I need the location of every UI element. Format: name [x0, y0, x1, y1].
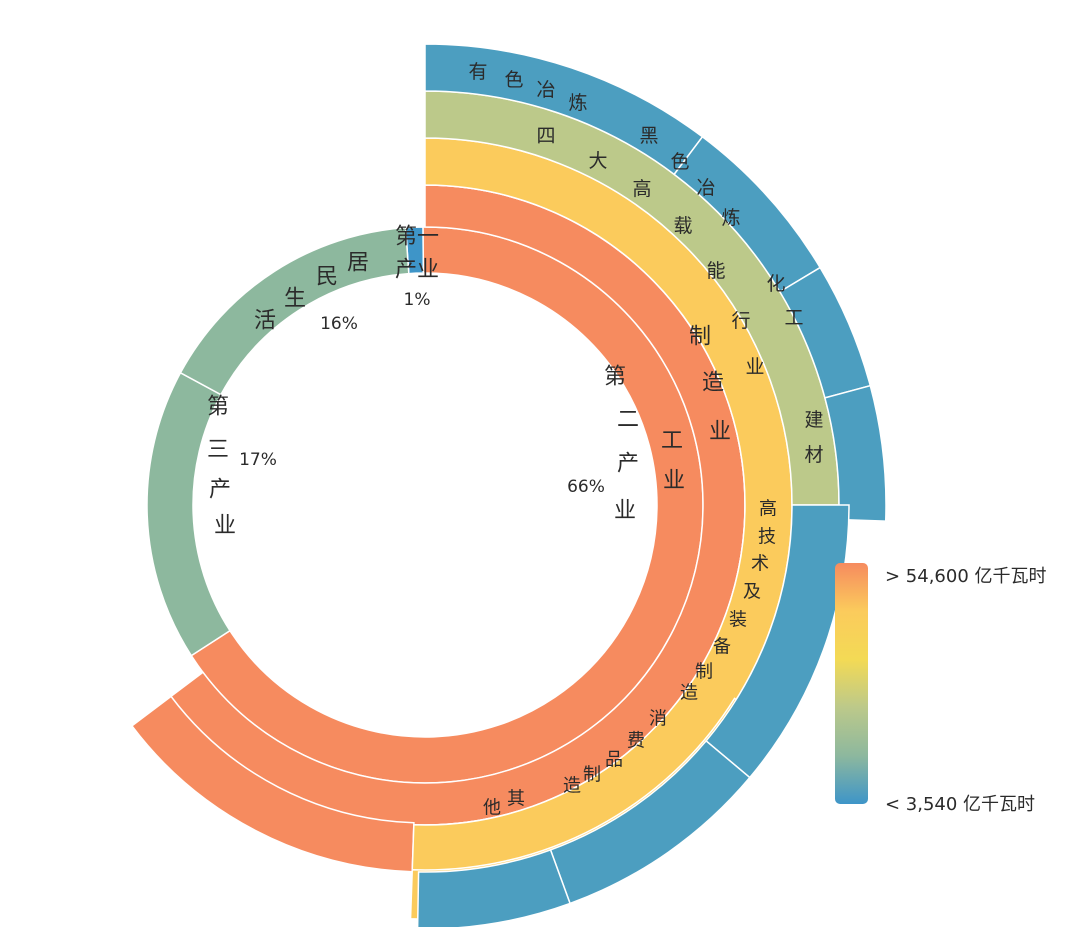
label-dier-char-2: 产 [617, 452, 639, 477]
label-huagong-char-0: 化 [766, 273, 785, 295]
label-gaojishu-char-7: 造 [680, 683, 698, 704]
pct-dier: 66% [567, 477, 605, 497]
label-sida-char-3: 载 [673, 215, 692, 237]
label-youse-char-1: 色 [504, 69, 523, 91]
label-jiancai-char-0: 建 [804, 409, 823, 431]
label-youse-char-0: 有 [468, 61, 487, 83]
label-heise-char-3: 炼 [721, 207, 740, 229]
label-gaojishu-char-5: 备 [713, 637, 731, 658]
label-sida-char-5: 行 [731, 310, 750, 332]
label-xiaofei-char-3: 制 [583, 765, 601, 786]
label-qita-char-1: 他 [483, 798, 501, 819]
label-heise-char-0: 黑 [639, 125, 658, 147]
label-heise-char-2: 冶 [696, 177, 715, 199]
label-xiaofei-char-1: 费 [627, 731, 645, 752]
label-youse-char-3: 炼 [568, 92, 587, 114]
label-dier-char-3: 业 [614, 499, 636, 524]
pct-diyi: 1% [404, 290, 431, 310]
label-zhizao-char-0: 制 [689, 325, 711, 350]
label-jumin-char-3: 活 [254, 309, 276, 334]
label-zhizao-char-2: 业 [709, 420, 731, 445]
label-sida-char-0: 四 [536, 125, 555, 147]
leaf-zhizao-3[interactable] [416, 848, 571, 927]
label-dier-char-0: 第 [604, 365, 626, 390]
pct-jumin: 16% [320, 314, 358, 334]
label-xiaofei-char-4: 造 [563, 776, 581, 797]
label-disan-char-1: 三 [207, 438, 229, 463]
label-xiaofei-char-0: 消 [649, 709, 667, 730]
label-huagong-char-1: 工 [784, 307, 803, 329]
label-sida-char-6: 业 [745, 356, 764, 378]
label-gongye-char-1: 业 [663, 469, 685, 494]
label-zhizao-char-1: 造 [702, 371, 724, 396]
label-jumin-char-1: 民 [316, 265, 338, 290]
label-disan-char-2: 产 [209, 478, 231, 503]
label-gaojishu-char-0: 高 [759, 499, 777, 520]
sunburst-rings [130, 43, 887, 927]
label-gaojishu-char-1: 技 [758, 527, 776, 548]
label-diyi-char-1: 产业 [395, 258, 439, 283]
label-youse-char-2: 冶 [536, 79, 555, 101]
pct-disan: 17% [239, 450, 277, 470]
inner-slice-3[interactable] [179, 226, 410, 396]
label-gaojishu-char-2: 术 [751, 554, 769, 575]
label-gaojishu-char-4: 装 [729, 610, 747, 631]
label-disan-char-0: 第 [207, 395, 229, 420]
label-gaojishu-char-6: 制 [695, 662, 713, 683]
legend-color-bar [835, 563, 868, 804]
color-scale-legend: > 54,600 亿千瓦时 < 3,540 亿千瓦时 [835, 563, 1047, 815]
label-qita-char-0: 其 [507, 789, 525, 810]
label-disan-char-3: 业 [214, 514, 236, 539]
label-sida-char-4: 能 [706, 260, 725, 282]
gongye-outer[interactable] [130, 695, 415, 873]
label-jumin-char-0: 居 [347, 251, 369, 276]
legend-max-label: > 54,600 亿千瓦时 [885, 566, 1047, 587]
label-dier-char-1: 二 [617, 408, 639, 433]
label-jiancai-char-1: 材 [804, 444, 823, 466]
label-diyi-char-0: 第一 [395, 225, 439, 250]
label-gongye-char-0: 工 [661, 429, 683, 454]
label-sida-char-1: 大 [588, 150, 607, 172]
label-sida-char-2: 高 [632, 178, 651, 200]
label-heise-char-1: 色 [670, 151, 689, 173]
label-jumin-char-2: 生 [284, 287, 306, 312]
label-xiaofei-char-2: 品 [605, 750, 623, 771]
label-gaojishu-char-3: 及 [743, 582, 761, 603]
legend-min-label: < 3,540 亿千瓦时 [885, 794, 1035, 815]
